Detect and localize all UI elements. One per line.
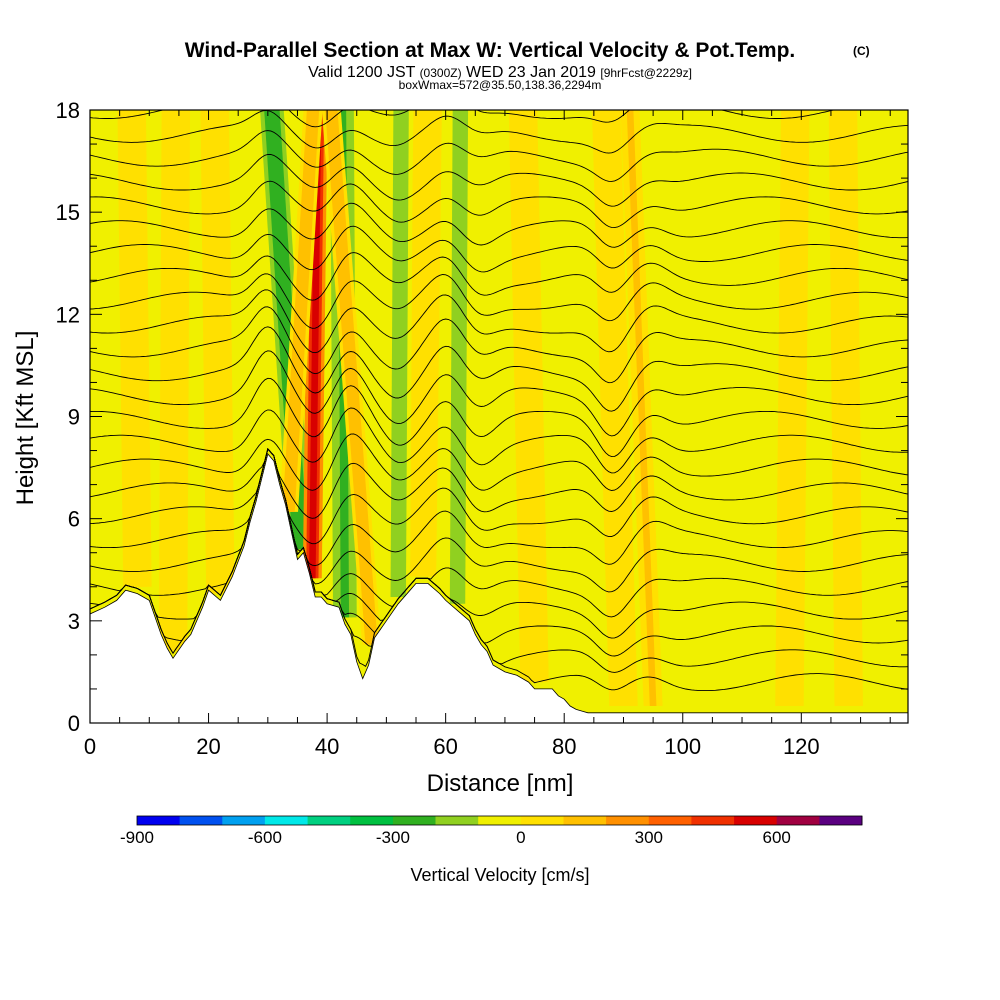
theta-contour-8 — [90, 447, 908, 519]
colorbar-frame — [136, 815, 863, 826]
theta-contour-23 — [90, 110, 908, 154]
colorbar-swatch-10 — [563, 816, 607, 825]
theta-contour-7 — [90, 447, 908, 545]
subtitle-fcst: [9hrFcst@2229z] — [600, 66, 692, 80]
x-tick-label: 80 — [552, 734, 576, 759]
broad-column-5-band-2 — [784, 110, 801, 706]
colorbar-swatch-16 — [819, 816, 863, 825]
colorbar-tick-label: -900 — [120, 828, 154, 847]
colorbar-tick-label: -300 — [376, 828, 410, 847]
colorbar-swatch-15 — [776, 816, 820, 825]
theta-contour-12 — [90, 350, 908, 437]
colorbar-tick-label: 600 — [763, 828, 791, 847]
x-tick-label: 60 — [433, 734, 457, 759]
downdraft-column-3-band-2 — [453, 110, 465, 604]
broad-column-4-band-2 — [601, 110, 629, 706]
colorbar-swatch-6 — [392, 816, 436, 825]
y-axis-label: Height [Kft MSL] — [12, 331, 39, 506]
chart-subtitle-2: boxWmax=572@35.50,138.36,2294m — [399, 78, 602, 92]
colorbar: -900 -600 -300 0 300 600 — [120, 815, 863, 847]
colorbar-label: Vertical Velocity [cm/s] — [410, 865, 589, 885]
theta-contour-17 — [90, 252, 908, 301]
updraft-column-0-band-2 — [308, 110, 322, 579]
theta-contour-24 — [90, 110, 836, 128]
colorbar-swatch-11 — [606, 816, 650, 825]
updraft-column-3-band-2 — [626, 110, 657, 706]
colorbar-swatch-3 — [264, 816, 308, 825]
theta-contour-22 — [90, 130, 908, 182]
theta-contour-4 — [90, 447, 908, 618]
y-tick-label: 3 — [68, 609, 80, 634]
y-tick-label: 18 — [56, 98, 80, 123]
broad-column-2-band-2 — [416, 110, 433, 577]
theta-contour-18 — [90, 225, 908, 273]
theta-contours — [90, 110, 908, 692]
subtitle-utc: (0300Z) — [420, 66, 462, 80]
theta-contour-9 — [90, 433, 908, 491]
colorbar-swatch-13 — [691, 816, 735, 825]
colorbar-swatch-2 — [222, 816, 266, 825]
colorbar-swatch-5 — [350, 816, 394, 825]
y-tick-label: 6 — [68, 507, 80, 532]
colorbar-swatch-7 — [435, 816, 479, 825]
subtitle-valid: Valid 1200 JST — [308, 64, 416, 81]
colorbar-swatch-14 — [734, 816, 778, 825]
updraft-column-2-band-2 — [328, 110, 375, 645]
y-tick-label: 0 — [68, 711, 80, 736]
x-tick-label: 40 — [315, 734, 339, 759]
y-tick-label: 12 — [56, 302, 80, 327]
terrain-mask — [90, 453, 908, 723]
velocity-field — [117, 110, 863, 706]
colorbar-swatch-8 — [478, 816, 522, 825]
chart-title: Wind-Parallel Section at Max W: Vertical… — [185, 39, 796, 62]
theta-contour-10 — [90, 407, 908, 474]
broad-column-3-band-2 — [518, 110, 540, 683]
theta-contour-11 — [90, 377, 908, 458]
x-tick-label: 100 — [664, 734, 701, 759]
colorbar-tick-label: 300 — [635, 828, 663, 847]
x-tick-label: 20 — [196, 734, 220, 759]
colorbar-swatch-1 — [179, 816, 223, 825]
subtitle-date: WED 23 Jan 2019 — [466, 64, 596, 81]
colorbar-tick-label: -600 — [248, 828, 282, 847]
broad-column-1-band-2 — [209, 110, 226, 594]
colorbar-tick-label: 0 — [516, 828, 525, 847]
x-tick-label: 120 — [783, 734, 820, 759]
broad-column-0-band-2 — [168, 110, 181, 652]
colorbar-swatch-9 — [520, 816, 564, 825]
terrain-profile — [90, 453, 908, 723]
theta-contour-5 — [90, 447, 908, 593]
theta-contour-14 — [90, 306, 908, 384]
colorbar-swatch-12 — [648, 816, 692, 825]
axis-ticks: 0 20 40 60 80 100 120 0 3 6 9 12 15 18 — [56, 98, 908, 759]
theta-contour-13 — [90, 326, 908, 412]
x-axis-label: Distance [nm] — [427, 770, 574, 797]
theta-contour-20 — [90, 180, 908, 229]
broad-column-6-band-2 — [837, 110, 854, 706]
colorbar-swatch-4 — [307, 816, 351, 825]
theta-contour-15 — [90, 289, 908, 354]
theta-contour-21 — [90, 154, 908, 207]
title-mark: (C) — [853, 44, 870, 58]
colorbar-swatch-0 — [137, 816, 181, 825]
chart-subtitle: Valid 1200 JST (0300Z) WED 23 Jan 2019 [… — [308, 64, 692, 81]
y-tick-label: 9 — [68, 405, 80, 430]
theta-contour-6 — [90, 447, 908, 567]
broad-column-7-band-2 — [126, 110, 143, 587]
theta-contour-19 — [90, 202, 908, 248]
y-tick-label: 15 — [56, 200, 80, 225]
downdraft-column-2-band-2 — [394, 110, 406, 597]
x-tick-label: 0 — [84, 734, 96, 759]
theta-contour-16 — [90, 273, 908, 329]
